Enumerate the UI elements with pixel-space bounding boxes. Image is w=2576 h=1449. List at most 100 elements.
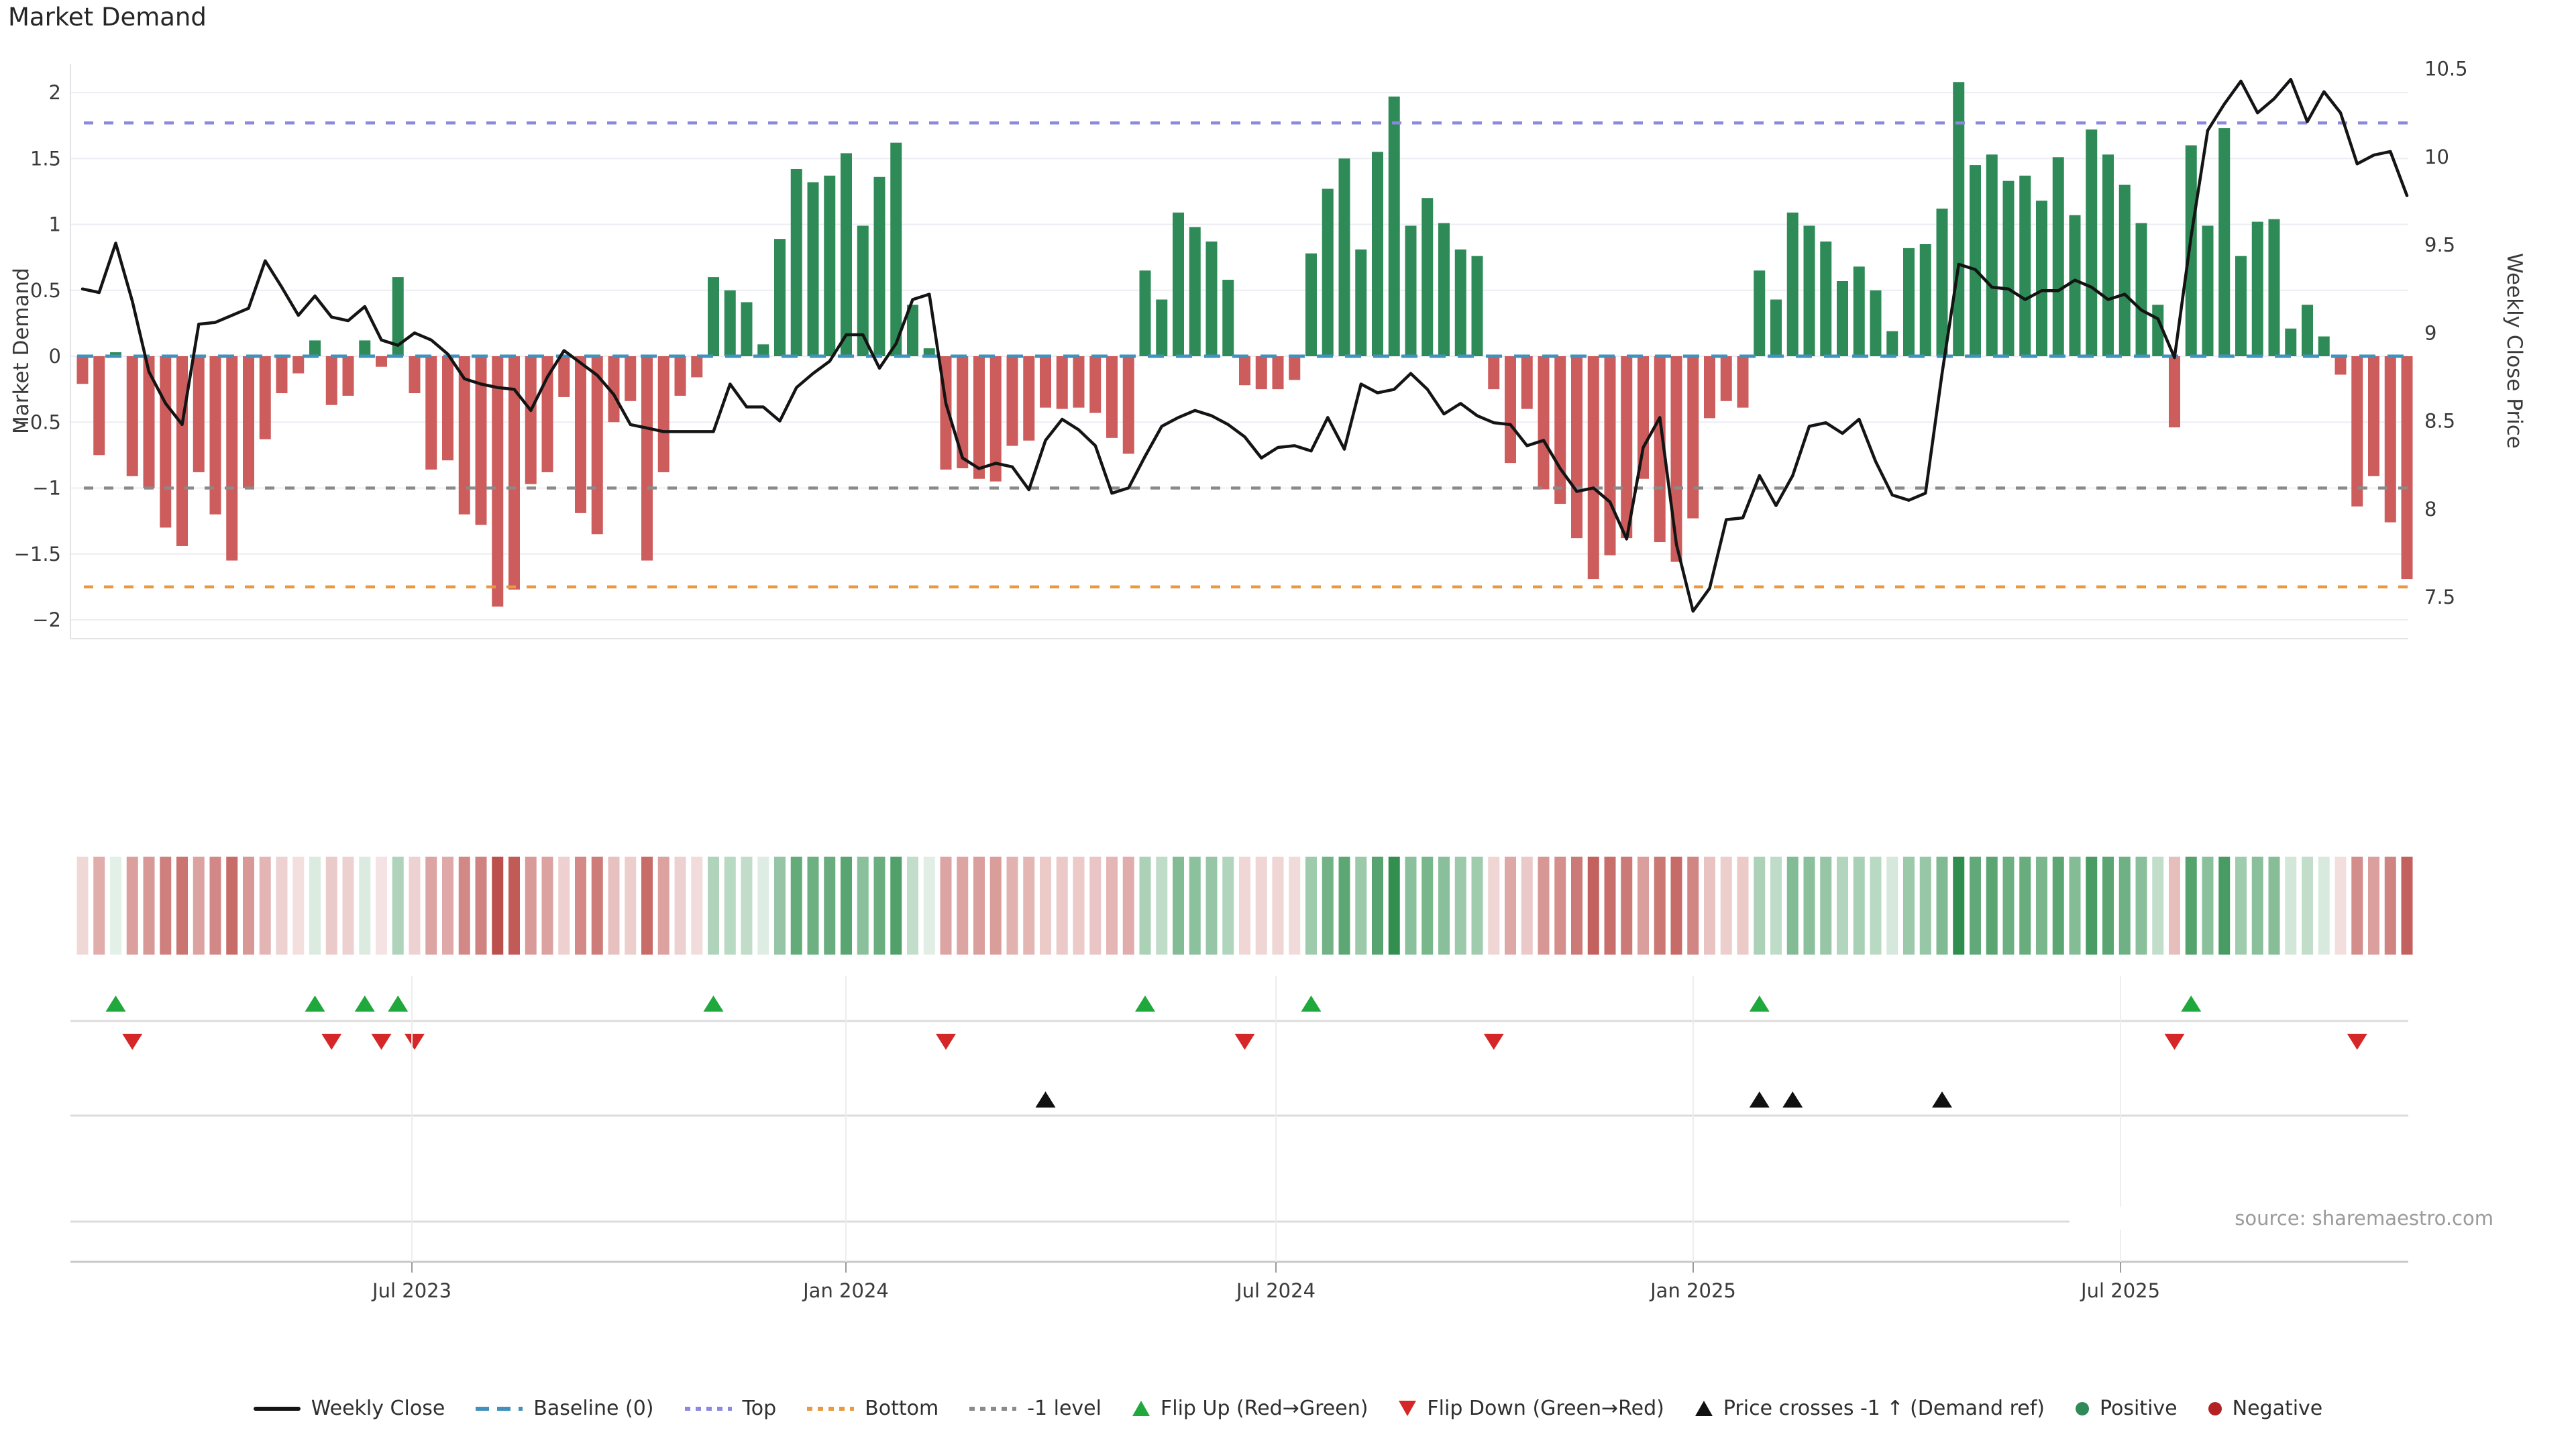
heatmap-cell <box>1737 857 1749 955</box>
demand-bar <box>1438 223 1450 356</box>
demand-bar <box>625 356 637 401</box>
demand-bar <box>2384 356 2396 523</box>
heatmap-cell <box>1255 857 1267 955</box>
demand-bar <box>325 356 337 405</box>
heatmap-cell <box>259 857 271 955</box>
heatmap-cell <box>558 857 570 955</box>
legend-item-label: Negative <box>2232 1397 2323 1420</box>
demand-bar <box>2368 356 2379 476</box>
demand-bar <box>1936 208 1948 356</box>
heatmap-cell <box>1372 857 1383 955</box>
price-cross-marker <box>1782 1091 1803 1108</box>
demand-bar <box>724 290 736 356</box>
heatmap-cell <box>1587 857 1599 955</box>
heatmap-cell <box>2218 857 2231 955</box>
right-tick-label: 9.5 <box>2424 233 2455 256</box>
demand-bar <box>1173 212 1184 356</box>
heatmap-cell <box>2002 857 2015 955</box>
demand-bar <box>1372 152 1383 357</box>
demand-bar <box>1222 280 1234 356</box>
top-dotted-icon <box>684 1406 732 1411</box>
demand-bar <box>425 356 437 470</box>
demand-bar <box>790 168 802 356</box>
legend-item-label: -1 level <box>1027 1397 1102 1420</box>
legend-item: Flip Up (Red→Green) <box>1132 1397 1368 1420</box>
demand-bar <box>226 356 238 561</box>
demand-bar <box>1122 356 1134 454</box>
heatmap-cell <box>1388 857 1400 955</box>
negative-dot-icon <box>2208 1401 2222 1415</box>
demand-bar <box>741 302 753 356</box>
heatmap-cell <box>76 857 89 955</box>
demand-bar <box>1754 270 1766 356</box>
demand-bar <box>1255 356 1267 390</box>
heatmap-cell <box>1953 857 1965 955</box>
flip-down-marker <box>371 1034 392 1050</box>
price-cross-marker <box>1749 1091 1770 1108</box>
heatmap-cell <box>2118 857 2131 955</box>
heatmap-cell <box>2384 857 2396 955</box>
heatmap-cell <box>2401 857 2413 955</box>
demand-bar <box>1388 96 1400 356</box>
heatmap-cell <box>2152 857 2164 955</box>
bottom-dotted-icon <box>807 1406 855 1411</box>
heatmap-cell <box>1289 857 1301 955</box>
demand-bar <box>973 356 985 479</box>
chart-legend: Weekly Close Baseline (0) Top Bottom -1 leve… <box>0 1397 2576 1420</box>
flip-down-marker <box>936 1034 956 1050</box>
flip-up-marker <box>354 996 375 1012</box>
heatmap-cell <box>2135 857 2147 955</box>
legend-item: Price crosses -1 ↑ (Demand ref) <box>1695 1397 2045 1420</box>
demand-bar <box>1471 256 1483 356</box>
demand-bar <box>492 356 504 607</box>
demand-bar <box>1023 356 1035 441</box>
heatmap-cell <box>2052 857 2064 955</box>
demand-bar <box>2086 129 2098 356</box>
heatmap-cell <box>458 857 470 955</box>
heatmap-cell <box>2368 857 2379 955</box>
heatmap-cell <box>708 857 719 955</box>
demand-bar <box>2202 225 2214 356</box>
flip-down-marker <box>2164 1034 2185 1050</box>
heatmap-cell <box>873 857 885 955</box>
left-tick-label: −0.5 <box>14 411 61 433</box>
heatmap-cell <box>674 857 686 955</box>
demand-bar <box>1305 253 1317 356</box>
demand-bar <box>2036 201 2047 356</box>
demand-bar <box>2334 356 2347 375</box>
demand-bar <box>841 153 852 356</box>
demand-bar <box>674 356 686 396</box>
heatmap-cell <box>2019 857 2031 955</box>
heatmap-cell <box>2251 857 2263 955</box>
heatmap-cell <box>591 857 603 955</box>
heatmap-cell <box>2202 857 2214 955</box>
demand-bar <box>359 340 371 356</box>
heatmap-cell <box>1106 857 1118 955</box>
demand-bar <box>2318 336 2330 356</box>
legend-item-label: Baseline (0) <box>533 1397 654 1420</box>
heatmap-cell <box>790 857 802 955</box>
demand-bar <box>1139 270 1151 356</box>
heatmap-cell <box>1786 857 1799 955</box>
heatmap-cell <box>1687 857 1699 955</box>
demand-bar <box>1770 299 1782 356</box>
heatmap-cell <box>2268 857 2280 955</box>
demand-bar <box>608 356 620 423</box>
legend-item-label: Price crosses -1 ↑ (Demand ref) <box>1723 1397 2045 1420</box>
flip-up-marker <box>105 996 126 1012</box>
demand-bar <box>1903 248 1915 356</box>
demand-bar <box>1571 356 1582 539</box>
demand-bar <box>807 182 819 356</box>
demand-bar <box>243 356 254 488</box>
demand-bar <box>857 225 869 356</box>
heatmap-cell <box>2036 857 2047 955</box>
x-tick-label: Jul 2023 <box>371 1279 451 1302</box>
heatmap-cell <box>176 857 188 955</box>
heatmap-cell <box>392 857 404 955</box>
legend-item-label: Bottom <box>865 1397 939 1420</box>
heatmap-cell <box>1704 857 1715 955</box>
heatmap-cell <box>657 857 669 955</box>
legend-item: Bottom <box>807 1397 938 1420</box>
heatmap-cell <box>1272 857 1284 955</box>
